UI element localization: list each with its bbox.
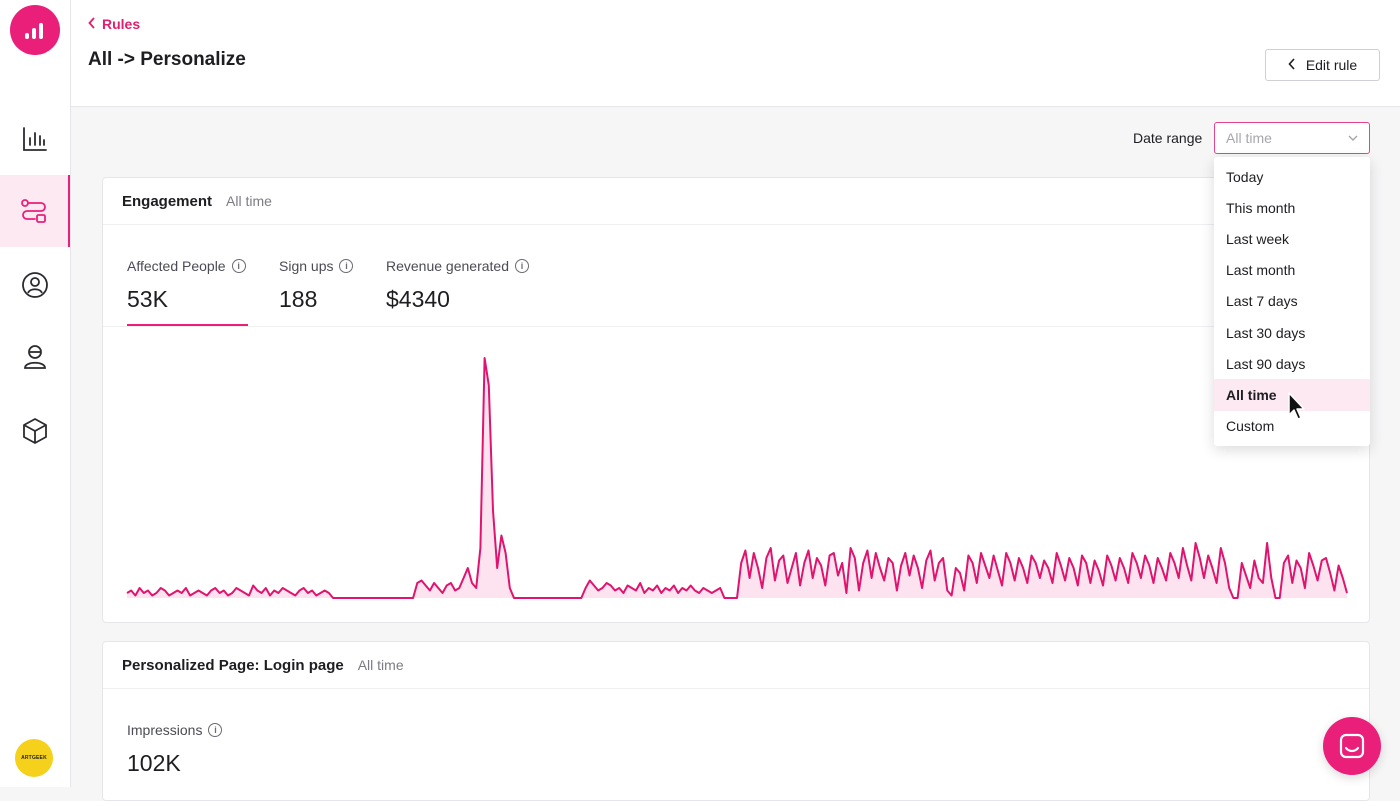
edit-rule-label: Edit rule bbox=[1305, 57, 1358, 73]
chevron-left-icon bbox=[88, 16, 96, 32]
chat-icon bbox=[1339, 733, 1365, 759]
engagement-card: Engagement All time Affected People i 53… bbox=[102, 177, 1370, 623]
back-link-label: Rules bbox=[102, 16, 141, 32]
date-option-all-time[interactable]: All time bbox=[1214, 379, 1370, 411]
box-icon bbox=[23, 418, 47, 444]
card-title: Personalized Page: Login page bbox=[122, 656, 344, 674]
info-icon[interactable]: i bbox=[231, 259, 246, 273]
app-logo[interactable] bbox=[10, 5, 60, 55]
nav-item-audiences[interactable] bbox=[0, 249, 70, 321]
active-metric-indicator bbox=[127, 324, 248, 326]
nav-item-analytics[interactable] bbox=[0, 103, 70, 175]
chevron-down-icon bbox=[1347, 131, 1359, 147]
card-period: All time bbox=[357, 657, 404, 673]
edit-rule-button[interactable]: Edit rule bbox=[1265, 49, 1380, 81]
date-option-last-week[interactable]: Last week bbox=[1226, 230, 1290, 247]
sidebar: ARTGEEK bbox=[0, 0, 71, 787]
metric-label: Affected People bbox=[127, 258, 226, 274]
metric-revenue-generated[interactable]: Revenue generated i $4340 bbox=[386, 258, 529, 313]
metric-label: Sign ups bbox=[279, 258, 334, 274]
mouse-cursor-icon bbox=[1287, 391, 1307, 426]
divider bbox=[103, 326, 1369, 327]
engagement-card-header: Engagement All time bbox=[103, 178, 1369, 225]
date-range-label: Date range bbox=[1133, 130, 1203, 146]
people-circle-icon bbox=[22, 272, 48, 298]
metric-sign-ups[interactable]: Sign ups i 188 bbox=[279, 258, 354, 313]
engagement-chart bbox=[126, 357, 1348, 599]
personalized-card-header: Personalized Page: Login page All time bbox=[103, 642, 1369, 689]
date-option-last-30-days[interactable]: Last 30 days bbox=[1226, 324, 1306, 341]
info-icon[interactable]: i bbox=[339, 259, 354, 273]
metric-affected-people[interactable]: Affected People i 53K bbox=[127, 258, 246, 313]
date-option-last-90-days[interactable]: Last 90 days bbox=[1226, 355, 1306, 372]
nav-item-rules[interactable] bbox=[0, 175, 70, 247]
metric-value: $4340 bbox=[386, 286, 450, 312]
chat-launcher-button[interactable] bbox=[1323, 717, 1381, 775]
date-option-today[interactable]: Today bbox=[1226, 168, 1264, 185]
metric-impressions[interactable]: Impressions i 102K bbox=[127, 722, 223, 777]
page-title: All -> Personalize bbox=[88, 49, 246, 70]
user-icon bbox=[24, 345, 46, 369]
chart-area bbox=[127, 358, 1347, 598]
date-option-last-7-days[interactable]: Last 7 days bbox=[1226, 293, 1298, 310]
bar-chart-icon bbox=[23, 127, 47, 151]
metric-value: 53K bbox=[127, 286, 168, 312]
metric-label: Impressions bbox=[127, 722, 203, 738]
nav-item-integrations[interactable] bbox=[0, 395, 70, 467]
card-period: All time bbox=[226, 193, 272, 209]
date-option-last-month[interactable]: Last month bbox=[1226, 262, 1296, 279]
chart-line bbox=[126, 357, 1348, 599]
nav-item-users[interactable] bbox=[0, 321, 70, 393]
info-icon[interactable]: i bbox=[515, 259, 529, 273]
metric-label: Revenue generated bbox=[386, 258, 509, 274]
page-header: Rules All -> Personalize Edit rule bbox=[71, 0, 1400, 107]
date-range-select[interactable]: All time bbox=[1214, 122, 1370, 154]
flow-icon bbox=[21, 199, 46, 223]
info-icon[interactable]: i bbox=[208, 723, 223, 737]
chevron-left-icon bbox=[1288, 57, 1296, 73]
back-link[interactable]: Rules bbox=[88, 16, 140, 32]
personalized-page-card: Personalized Page: Login page All time I… bbox=[102, 641, 1370, 801]
date-option-custom[interactable]: Custom bbox=[1226, 418, 1275, 435]
date-option-this-month[interactable]: This month bbox=[1226, 199, 1296, 216]
date-range-value: All time bbox=[1226, 130, 1272, 146]
metric-value: 188 bbox=[279, 286, 318, 312]
avatar-label: ARTGEEK bbox=[21, 755, 47, 761]
metric-value: 102K bbox=[127, 750, 181, 776]
avatar[interactable]: ARTGEEK bbox=[15, 739, 53, 777]
card-title: Engagement bbox=[122, 192, 213, 210]
